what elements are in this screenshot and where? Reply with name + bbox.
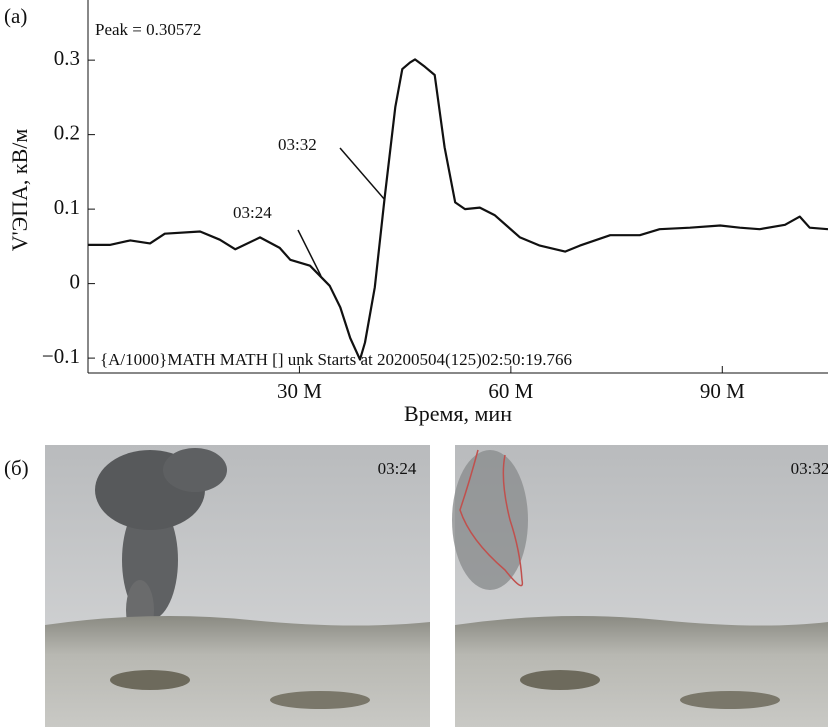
y-axis-label: V'ЭПА, кВ/м (7, 129, 32, 252)
marker-pointer (297, 229, 322, 277)
y-tick-label: 0.2 (54, 120, 80, 144)
x-tick-label: 90 M (700, 379, 745, 403)
x-axis-label: Время, мин (404, 401, 512, 426)
photo-timestamp: 03:24 (378, 459, 417, 478)
panel-label: (a) (4, 4, 27, 28)
y-tick-label: 0 (70, 269, 81, 293)
panel-label: (б) (4, 456, 29, 480)
marker-label: 03:32 (278, 135, 317, 154)
y-tick-label: 0.3 (54, 46, 80, 70)
marker-label: 03:24 (233, 203, 272, 222)
photo: 03:24 (45, 445, 430, 727)
photo-timestamp: 03:32 (791, 459, 828, 478)
y-tick-label: 0.1 (54, 195, 80, 219)
data-line (88, 58, 828, 361)
x-tick-label: 60 M (488, 379, 533, 403)
photo: 03:32 (452, 445, 828, 727)
peak-annotation: Peak = 0.30572 (95, 20, 201, 39)
marker-pointer (339, 147, 386, 201)
y-tick-label: −0.1 (42, 344, 80, 368)
x-tick-label: 30 M (277, 379, 322, 403)
footer-note: {A/1000}MATH MATH [] unk Starts at 20200… (100, 350, 572, 369)
